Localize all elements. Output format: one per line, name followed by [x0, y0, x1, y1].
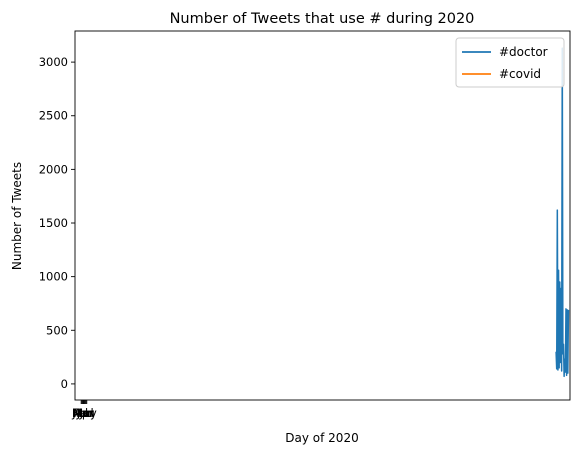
y-tick-label: 0 [61, 377, 68, 391]
x-tick-label: Jan [71, 406, 90, 420]
y-tick-label: 2500 [39, 109, 68, 123]
y-tick-label: 2000 [39, 162, 68, 176]
y-tick-label: 1500 [39, 216, 68, 230]
legend: #doctor #covid [455, 37, 565, 88]
y-tick-label: 3000 [39, 55, 68, 69]
x-tick-label: Feb [72, 406, 92, 420]
y-axis-label: Number of Tweets [10, 162, 24, 270]
x-tick-label: Jun [76, 406, 95, 420]
y-tick-label: 1000 [39, 270, 68, 284]
x-tick-label: Mar [72, 406, 94, 420]
legend-label-covid: #covid [499, 67, 541, 81]
x-tick-label: May [73, 406, 97, 420]
legend-label-doctor: #doctor [499, 45, 548, 59]
chart-title: Number of Tweets that use # during 2020 [170, 11, 475, 27]
x-tick-label: Apr [74, 406, 94, 420]
x-tick-label: Jul [79, 406, 94, 420]
y-tick-label: 500 [46, 323, 68, 337]
x-axis-label: Day of 2020 [285, 431, 358, 445]
axes-frame [74, 30, 571, 401]
y-axis-ticks: 0 500 1000 1500 2000 2500 3000 [39, 55, 75, 391]
plot-area: 0 500 1000 1500 2000 2500 3000 JanFebMarAprMay… [39, 30, 571, 420]
